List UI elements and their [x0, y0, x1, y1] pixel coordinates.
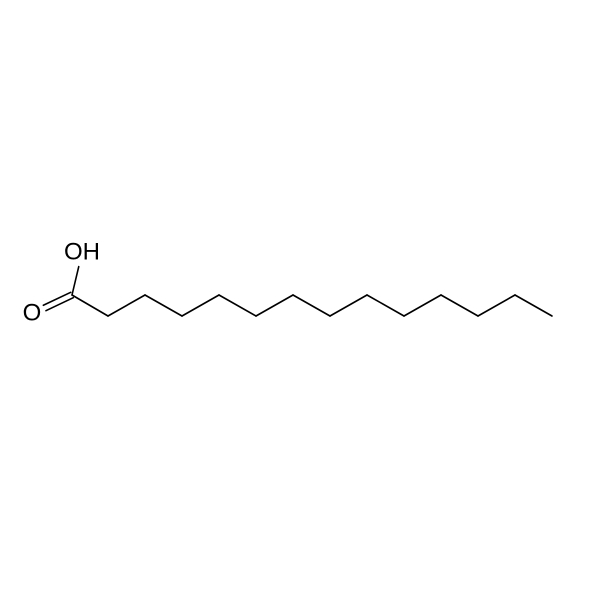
- atom-label-O_h: OH: [64, 238, 100, 265]
- bond-line: [256, 295, 293, 316]
- bond-line: [72, 295, 108, 316]
- bond-line: [330, 295, 367, 316]
- bond-line: [182, 295, 219, 316]
- bond-line: [145, 295, 182, 316]
- molecule-diagram: O OH: [0, 0, 600, 600]
- atom-label-O_dbl: O: [23, 299, 42, 326]
- bond-line: [515, 295, 552, 316]
- bond-line: [404, 295, 441, 316]
- bond-line: [43, 292, 70, 305]
- bond-line: [219, 295, 256, 316]
- bond-line: [293, 295, 330, 316]
- bond-line: [478, 295, 515, 316]
- bonds-layer: [43, 267, 552, 316]
- atoms-layer: O OH: [23, 238, 100, 326]
- bond-line: [108, 295, 145, 316]
- bond-line: [441, 295, 478, 316]
- bond-line: [367, 295, 404, 316]
- bond-line: [72, 267, 79, 295]
- bond-line: [46, 298, 73, 311]
